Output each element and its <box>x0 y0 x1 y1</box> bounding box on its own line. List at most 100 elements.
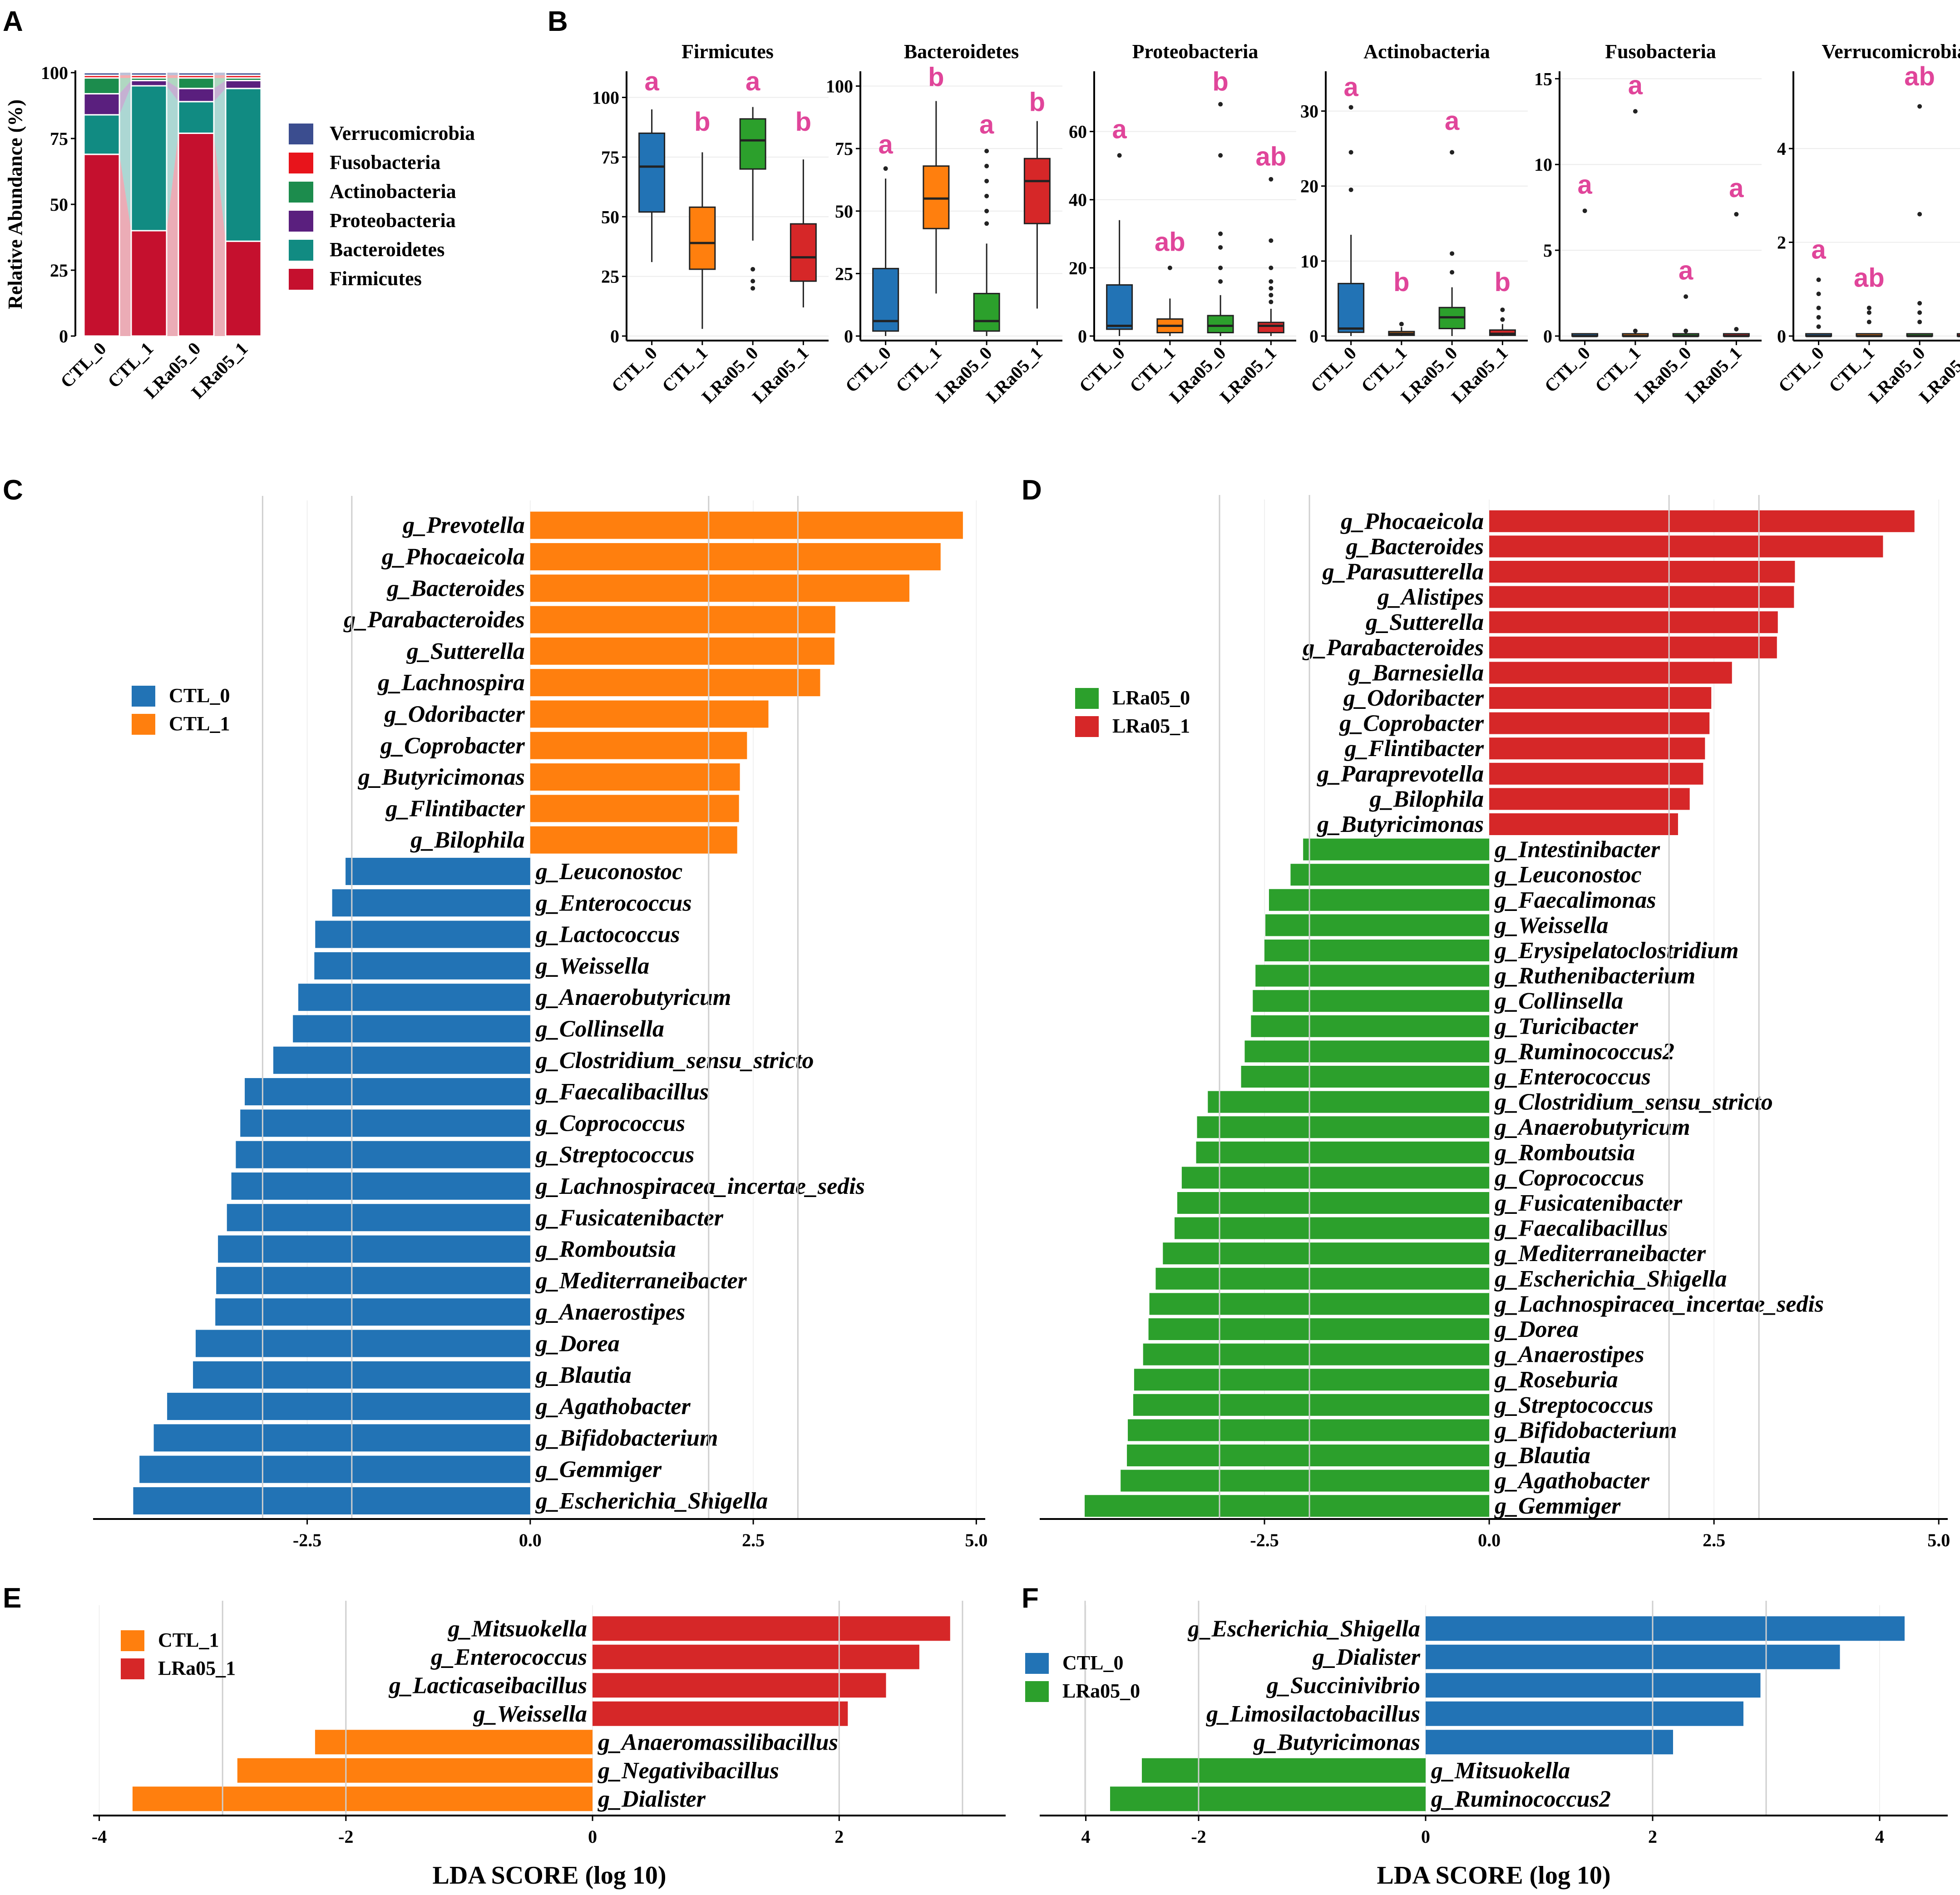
genus-label: g_Sutterella <box>1365 609 1484 635</box>
lda-bar-g-sutterella <box>1489 611 1778 633</box>
box-lra05-1 <box>1956 333 1960 337</box>
flow-fusobacteria <box>167 75 178 78</box>
significance-letter: a <box>644 67 659 96</box>
outlier-point <box>1269 292 1274 297</box>
lda-bar-g-coprococcus <box>1181 1167 1490 1189</box>
lda-bar-g-phocaeicola <box>530 543 941 570</box>
outlier-point <box>984 148 989 153</box>
stack-segment-ctl-0-verrucomicrobia <box>83 72 120 76</box>
lda-bar-g-escherichia-shigella <box>1155 1267 1490 1290</box>
lda-bar-g-coprobacter <box>530 732 747 759</box>
outlier-point <box>1269 265 1274 270</box>
genus-label: g_Escherichia_Shigella <box>1188 1616 1420 1642</box>
outlier-point <box>1917 301 1922 306</box>
significance-letter: a <box>1343 73 1358 102</box>
x-tick-label: 5.0 <box>965 1530 987 1550</box>
significance-letter: b <box>1212 67 1228 97</box>
legend-swatch-lra05-0 <box>1025 1681 1049 1702</box>
y-tick-label: 0 <box>59 326 68 346</box>
panel-e-lefse: g_Mitsuokellag_Enterococcusg_Lacticaseib… <box>92 1601 1091 1890</box>
y-tick-label: 0 <box>1309 326 1318 346</box>
outlier-point <box>1816 306 1821 311</box>
legend-swatch-fusobacteria <box>289 153 313 173</box>
stack-segment-lra05-1-firmicutes <box>225 240 262 337</box>
genus-label: g_Turicibacter <box>1494 1014 1639 1039</box>
lda-bar-g-parabacteroides <box>1489 636 1777 658</box>
lda-bar-g-butyricimonas <box>530 763 740 791</box>
lda-bar-g-phocaeicola <box>1489 510 1915 532</box>
significance-letter: b <box>795 107 811 137</box>
legend-swatch-ctl-1 <box>121 1630 144 1651</box>
genus-label: g_Parabacteroides <box>1302 635 1484 661</box>
box-lra05-0 <box>739 107 766 291</box>
outlier-point <box>984 208 989 213</box>
lda-bar-g-fusicatenibacter <box>1177 1192 1490 1214</box>
box-lra05-1 <box>1489 307 1516 336</box>
outlier-point <box>1218 265 1223 270</box>
lda-bar-g-limosilactobacillus <box>1426 1701 1743 1726</box>
lda-bar-g-faecalibacillus <box>1175 1217 1490 1239</box>
stack-segment-lra05-0-verrucomicrobia <box>178 72 215 76</box>
lda-bar-g-roseburia <box>1134 1369 1490 1391</box>
legend-swatch-ctl-0 <box>1025 1653 1049 1674</box>
panel-title: Proteobacteria <box>1132 40 1259 63</box>
box-lra05-1 <box>790 159 817 307</box>
legend-label-lra05-0: LRa05_0 <box>1112 687 1190 709</box>
significance-letter: a <box>1679 256 1693 285</box>
outlier-point <box>750 286 755 291</box>
legend-label-verrucomicrobia: Verrucomicrobia <box>330 122 475 144</box>
lda-bar-g-faecalimonas <box>1269 889 1490 911</box>
genus-label: g_Parasutterella <box>1322 559 1484 585</box>
outlier-point <box>984 193 989 198</box>
lda-bar-g-ruminococcus2 <box>1244 1040 1490 1063</box>
box-ctl-0 <box>1106 153 1133 336</box>
genus-label: g_Ruthenibacterium <box>1494 963 1695 989</box>
genus-label: g_Phocaeicola <box>1340 509 1484 534</box>
lda-bar-g-anaerostipes <box>1143 1343 1490 1366</box>
genus-label: g_Lacticaseibacillus <box>389 1672 587 1698</box>
genus-label: g_Mediterraneibacter <box>535 1268 747 1294</box>
x-tick-label: 4 <box>1875 1826 1884 1847</box>
genus-label: g_Erysipelatoclostridium <box>1494 938 1738 964</box>
stack-segment-lra05-0-firmicutes <box>178 132 215 337</box>
significance-letter: b <box>1029 88 1045 117</box>
stack-segment-lra05-0-bacteroidetes <box>178 101 215 134</box>
x-tick-label: 2.5 <box>1703 1530 1725 1550</box>
y-tick-label: 0 <box>1543 326 1552 346</box>
outlier-point <box>1633 109 1638 114</box>
stack-segment-ctl-1-firmicutes <box>130 230 168 337</box>
significance-letter: a <box>1729 173 1744 203</box>
lda-bar-g-enterococcus <box>592 1644 919 1669</box>
x-tick-label: 0.0 <box>519 1530 542 1550</box>
flow-verrucomicrobia <box>214 73 226 75</box>
lda-bar-g-odoribacter <box>530 700 769 728</box>
lda-bar-g-lachnospiracea-incertae-sedis <box>231 1172 530 1200</box>
significance-letter: a <box>745 67 760 96</box>
genus-label: g_Faecalibacillus <box>535 1079 709 1105</box>
flow-proteobacteria <box>119 80 131 115</box>
lda-bar-g-bifidobacterium <box>153 1424 530 1452</box>
y-tick-label: 50 <box>601 207 619 227</box>
outlier-point <box>1500 307 1505 312</box>
box-body <box>973 292 1000 332</box>
lda-bar-g-bilophila <box>530 826 737 854</box>
x-tick-label: -2.5 <box>1250 1530 1279 1550</box>
significance-letter: a <box>878 130 893 159</box>
legend-label-ctl-1: CTL_1 <box>169 712 230 735</box>
genus-label: g_Fusicatenibacter <box>1494 1190 1683 1216</box>
genus-label: g_Ruminococcus2 <box>1494 1039 1674 1064</box>
outlier-point <box>1218 245 1223 250</box>
lda-bar-g-sutterella <box>530 637 834 665</box>
flow-verrucomicrobia <box>167 73 178 75</box>
box-body <box>923 165 950 229</box>
genus-label: g_Butyricimonas <box>358 764 525 790</box>
lda-bar-g-mitsuokella <box>592 1616 950 1641</box>
box-body <box>638 132 666 213</box>
genus-label: g_Clostridium_sensu_stricto <box>535 1048 814 1074</box>
x-tick-label: 0 <box>1421 1826 1430 1847</box>
flow-proteobacteria <box>167 80 178 102</box>
genus-label: g_Anaerostipes <box>535 1299 685 1325</box>
significance-letter: a <box>1577 170 1592 199</box>
genus-label: g_Gemmiger <box>1494 1493 1621 1519</box>
outlier-point <box>1582 208 1587 213</box>
